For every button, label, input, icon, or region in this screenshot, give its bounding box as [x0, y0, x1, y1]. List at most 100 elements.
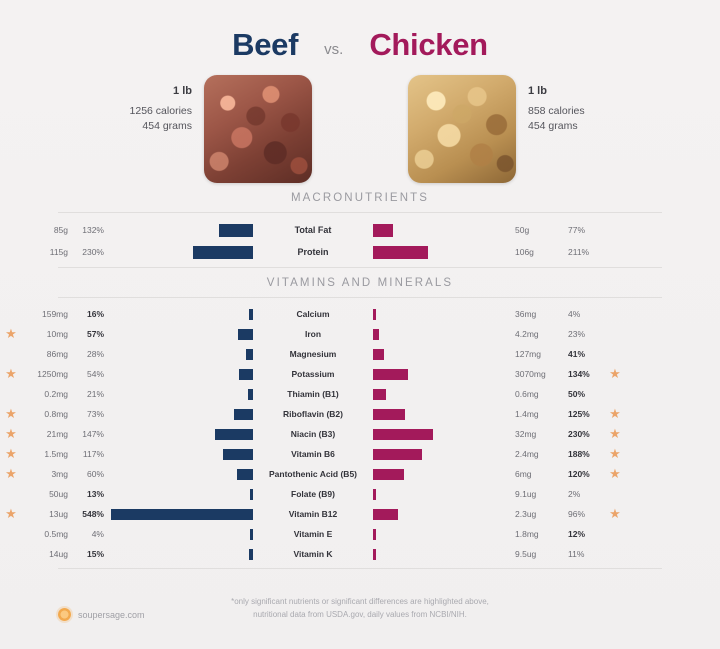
divider-macro-top [58, 212, 662, 213]
table-row: ★ 21mg 147% Niacin (B3) 32mg 230% ★ [0, 424, 720, 444]
nutrient-label: Protein [297, 247, 329, 257]
chicken-amount: 2.4mg [515, 449, 539, 459]
chicken-amount: 9.1ug [515, 489, 537, 499]
chicken-percent: 77% [568, 225, 586, 235]
beef-percent: 230% [82, 247, 104, 257]
chicken-amount: 127mg [515, 349, 541, 359]
star-icon: ★ [609, 466, 621, 481]
chicken-amount: 9.5ug [515, 549, 537, 559]
nutrient-label: Folate (B9) [291, 489, 335, 499]
nutrient-label: Pantothenic Acid (B5) [269, 469, 357, 479]
beef-bar [219, 223, 253, 237]
table-row: ★ 86mg 28% Magnesium 127mg 41% ★ [0, 344, 720, 364]
page-title-right: Chicken [369, 27, 488, 62]
table-row: ★ 0.8mg 73% Riboflavin (B2) 1.4mg 125% ★ [0, 404, 720, 424]
chicken-highlight-star-cell: ★ [604, 545, 626, 563]
nutrient-label: Niacin (B3) [290, 429, 336, 439]
chicken-highlight-star-cell: ★ [604, 425, 626, 443]
beef-bar-track [111, 348, 253, 360]
beef-bar-track [111, 508, 253, 520]
chicken-highlight-star-cell: ★ [604, 445, 626, 463]
beef-amount: 1.5mg [44, 449, 68, 459]
chicken-bar-track [373, 428, 515, 440]
table-row: ★ 0.5mg 4% Vitamin E 1.8mg 12% ★ [0, 524, 720, 544]
nutrient-label: Vitamin B12 [288, 509, 338, 519]
chicken-photo [408, 75, 516, 183]
chicken-percent: 125% [568, 409, 590, 419]
chicken-amount: 106g [515, 247, 534, 257]
chicken-bar-track [373, 348, 515, 360]
chicken-bar-track [373, 388, 515, 400]
beef-bar-track [111, 308, 253, 320]
brand[interactable]: soupersage.com [58, 608, 145, 621]
star-icon: ★ [609, 446, 621, 461]
beef-bar-track [111, 223, 253, 237]
beef-bar [249, 308, 253, 320]
chicken-bar-track [373, 408, 515, 420]
divider-vitamins-top [58, 297, 662, 298]
beef-bar-track [111, 448, 253, 460]
table-row: ★ 50ug 13% Folate (B9) 9.1ug 2% ★ [0, 484, 720, 504]
chicken-percent: 188% [568, 449, 590, 459]
beef-amount: 86mg [46, 349, 68, 359]
beef-amount: 50ug [49, 489, 68, 499]
beef-highlight-star-cell: ★ [0, 545, 22, 563]
chicken-percent: 12% [568, 529, 586, 539]
beef-bar-track [111, 408, 253, 420]
beef-bar [246, 348, 253, 360]
beef-amount: 85g [53, 225, 68, 235]
star-icon: ★ [5, 506, 17, 521]
beef-amount: 0.8mg [44, 409, 68, 419]
chicken-bar-track [373, 308, 515, 320]
chicken-percent: 230% [568, 429, 590, 439]
star-icon: ★ [5, 466, 17, 481]
chicken-bar [373, 308, 376, 320]
beef-amount: 13ug [49, 509, 68, 519]
chicken-highlight-star-cell: ★ [604, 365, 626, 383]
chicken-percent: 41% [568, 349, 586, 359]
hero-right-calories: 858 calories [528, 105, 585, 117]
beef-percent: 28% [86, 349, 104, 359]
footnote-line-2: nutritional data from USDA.gov, daily va… [253, 610, 467, 619]
divider-macro-bottom [58, 267, 662, 268]
chicken-amount: 36mg [515, 309, 537, 319]
beef-amount: 14ug [49, 549, 68, 559]
brand-label: soupersage.com [78, 609, 145, 620]
beef-bar [237, 468, 253, 480]
beef-bar-track [111, 428, 253, 440]
section-header-macronutrients: MACRONUTRIENTS [290, 192, 429, 204]
chicken-amount: 4.2mg [515, 329, 539, 339]
beef-bar [249, 548, 253, 560]
chicken-bar-track [373, 548, 515, 560]
hero-right-weight: 1 lb [528, 85, 547, 97]
beef-highlight-star-cell: ★ [0, 365, 22, 383]
beef-amount: 159mg [42, 309, 68, 319]
ground-beef-photo [204, 75, 312, 183]
beef-bar [223, 448, 253, 460]
chicken-highlight-star-cell: ★ [604, 465, 626, 483]
beef-bar-track [111, 468, 253, 480]
table-row: 85g 132% Total Fat 50g 77% [0, 219, 720, 241]
table-row: ★ 14ug 15% Vitamin K 9.5ug 11% ★ [0, 544, 720, 564]
table-row: ★ 1.5mg 117% Vitamin B6 2.4mg 188% ★ [0, 444, 720, 464]
chicken-highlight-star-cell: ★ [604, 385, 626, 403]
chicken-bar-track [373, 448, 515, 460]
beef-highlight-star-cell: ★ [0, 445, 22, 463]
chicken-bar [373, 468, 404, 480]
star-icon: ★ [609, 506, 621, 521]
beef-highlight-star-cell: ★ [0, 525, 22, 543]
hero-right-stats: 1 lb 858 calories 454 grams [516, 75, 718, 134]
chicken-percent: 120% [568, 469, 590, 479]
table-row: ★ 13ug 548% Vitamin B12 2.3ug 96% ★ [0, 504, 720, 524]
beef-bar-track [111, 528, 253, 540]
chicken-bar [373, 408, 405, 420]
title-row: Beef vs. Chicken [0, 0, 720, 63]
chicken-amount: 0.6mg [515, 389, 539, 399]
chicken-bar [373, 508, 398, 520]
beef-bar-track [111, 488, 253, 500]
star-icon: ★ [609, 426, 621, 441]
beef-percent: 54% [86, 369, 104, 379]
beef-amount: 3mg [51, 469, 68, 479]
chicken-bar-track [373, 508, 515, 520]
chicken-highlight-star-cell: ★ [604, 405, 626, 423]
